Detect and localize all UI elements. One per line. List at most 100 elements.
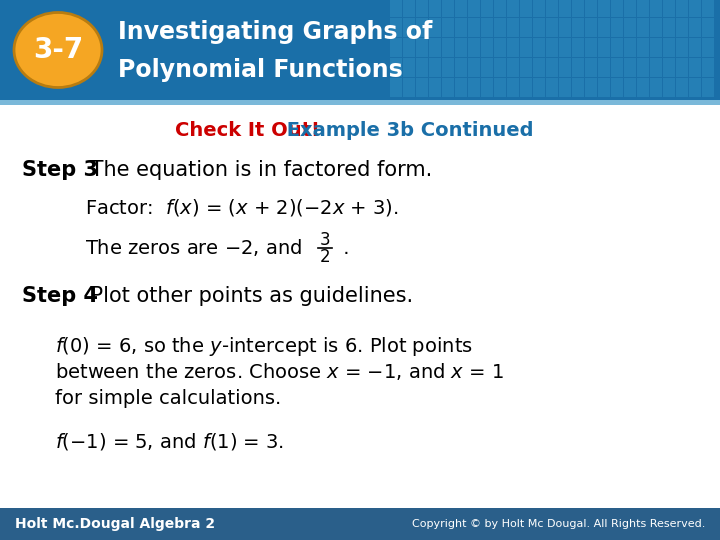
FancyBboxPatch shape: [533, 0, 545, 17]
Ellipse shape: [14, 12, 102, 87]
FancyBboxPatch shape: [611, 18, 623, 37]
FancyBboxPatch shape: [546, 58, 558, 77]
FancyBboxPatch shape: [702, 38, 714, 57]
FancyBboxPatch shape: [468, 38, 480, 57]
Text: Holt Mc.Dougal Algebra 2: Holt Mc.Dougal Algebra 2: [15, 517, 215, 531]
Text: 3: 3: [320, 231, 330, 249]
FancyBboxPatch shape: [403, 78, 415, 97]
FancyBboxPatch shape: [455, 18, 467, 37]
Text: The equation is in factored form.: The equation is in factored form.: [84, 160, 432, 180]
FancyBboxPatch shape: [637, 18, 649, 37]
FancyBboxPatch shape: [598, 58, 610, 77]
FancyBboxPatch shape: [0, 0, 720, 100]
FancyBboxPatch shape: [559, 0, 571, 17]
FancyBboxPatch shape: [637, 38, 649, 57]
FancyBboxPatch shape: [468, 78, 480, 97]
FancyBboxPatch shape: [429, 58, 441, 77]
FancyBboxPatch shape: [598, 38, 610, 57]
FancyBboxPatch shape: [494, 58, 506, 77]
FancyBboxPatch shape: [390, 58, 402, 77]
Text: Polynomial Functions: Polynomial Functions: [118, 58, 402, 82]
Text: for simple calculations.: for simple calculations.: [55, 388, 282, 408]
FancyBboxPatch shape: [455, 0, 467, 17]
Text: .: .: [337, 239, 349, 258]
FancyBboxPatch shape: [650, 78, 662, 97]
FancyBboxPatch shape: [468, 0, 480, 17]
FancyBboxPatch shape: [442, 18, 454, 37]
FancyBboxPatch shape: [689, 78, 701, 97]
FancyBboxPatch shape: [403, 0, 415, 17]
FancyBboxPatch shape: [481, 0, 493, 17]
FancyBboxPatch shape: [533, 78, 545, 97]
FancyBboxPatch shape: [689, 38, 701, 57]
FancyBboxPatch shape: [481, 18, 493, 37]
FancyBboxPatch shape: [559, 38, 571, 57]
FancyBboxPatch shape: [0, 100, 720, 105]
FancyBboxPatch shape: [442, 38, 454, 57]
FancyBboxPatch shape: [650, 58, 662, 77]
FancyBboxPatch shape: [689, 18, 701, 37]
FancyBboxPatch shape: [520, 0, 532, 17]
FancyBboxPatch shape: [650, 18, 662, 37]
FancyBboxPatch shape: [598, 78, 610, 97]
FancyBboxPatch shape: [546, 0, 558, 17]
FancyBboxPatch shape: [481, 58, 493, 77]
FancyBboxPatch shape: [390, 78, 402, 97]
FancyBboxPatch shape: [663, 0, 675, 17]
FancyBboxPatch shape: [585, 78, 597, 97]
FancyBboxPatch shape: [390, 0, 402, 17]
FancyBboxPatch shape: [585, 58, 597, 77]
FancyBboxPatch shape: [494, 38, 506, 57]
FancyBboxPatch shape: [390, 38, 402, 57]
FancyBboxPatch shape: [611, 38, 623, 57]
Text: Plot other points as guidelines.: Plot other points as guidelines.: [84, 286, 413, 306]
FancyBboxPatch shape: [624, 78, 636, 97]
FancyBboxPatch shape: [520, 18, 532, 37]
Text: Example 3b Continued: Example 3b Continued: [280, 120, 534, 139]
FancyBboxPatch shape: [663, 78, 675, 97]
FancyBboxPatch shape: [481, 38, 493, 57]
Text: 2: 2: [320, 248, 330, 266]
FancyBboxPatch shape: [416, 0, 428, 17]
Text: Factor:  $f$($x$) = ($x$ + 2)($-$2$x$ + 3).: Factor: $f$($x$) = ($x$ + 2)($-$2$x$ + 3…: [85, 198, 398, 219]
FancyBboxPatch shape: [429, 0, 441, 17]
FancyBboxPatch shape: [0, 508, 720, 540]
FancyBboxPatch shape: [403, 38, 415, 57]
FancyBboxPatch shape: [468, 18, 480, 37]
FancyBboxPatch shape: [702, 58, 714, 77]
FancyBboxPatch shape: [624, 38, 636, 57]
FancyBboxPatch shape: [390, 18, 402, 37]
FancyBboxPatch shape: [598, 0, 610, 17]
FancyBboxPatch shape: [585, 0, 597, 17]
Text: $f$(0) = 6, so the $y$-intercept is 6. Plot points: $f$(0) = 6, so the $y$-intercept is 6. P…: [55, 334, 473, 357]
FancyBboxPatch shape: [702, 18, 714, 37]
FancyBboxPatch shape: [585, 18, 597, 37]
FancyBboxPatch shape: [559, 58, 571, 77]
FancyBboxPatch shape: [650, 0, 662, 17]
Text: Step 3: Step 3: [22, 160, 98, 180]
FancyBboxPatch shape: [507, 18, 519, 37]
FancyBboxPatch shape: [520, 38, 532, 57]
FancyBboxPatch shape: [689, 0, 701, 17]
FancyBboxPatch shape: [429, 78, 441, 97]
FancyBboxPatch shape: [637, 78, 649, 97]
FancyBboxPatch shape: [572, 58, 584, 77]
FancyBboxPatch shape: [455, 78, 467, 97]
FancyBboxPatch shape: [494, 0, 506, 17]
FancyBboxPatch shape: [507, 58, 519, 77]
Text: The zeros are $-$2, and: The zeros are $-$2, and: [85, 238, 302, 259]
FancyBboxPatch shape: [611, 78, 623, 97]
FancyBboxPatch shape: [572, 18, 584, 37]
FancyBboxPatch shape: [702, 0, 714, 17]
FancyBboxPatch shape: [546, 18, 558, 37]
FancyBboxPatch shape: [416, 58, 428, 77]
FancyBboxPatch shape: [481, 78, 493, 97]
FancyBboxPatch shape: [611, 58, 623, 77]
FancyBboxPatch shape: [676, 78, 688, 97]
Text: Investigating Graphs of: Investigating Graphs of: [118, 20, 433, 44]
FancyBboxPatch shape: [520, 58, 532, 77]
Text: Copyright © by Holt Mc Dougal. All Rights Reserved.: Copyright © by Holt Mc Dougal. All Right…: [412, 519, 705, 529]
FancyBboxPatch shape: [689, 58, 701, 77]
FancyBboxPatch shape: [585, 38, 597, 57]
FancyBboxPatch shape: [572, 0, 584, 17]
